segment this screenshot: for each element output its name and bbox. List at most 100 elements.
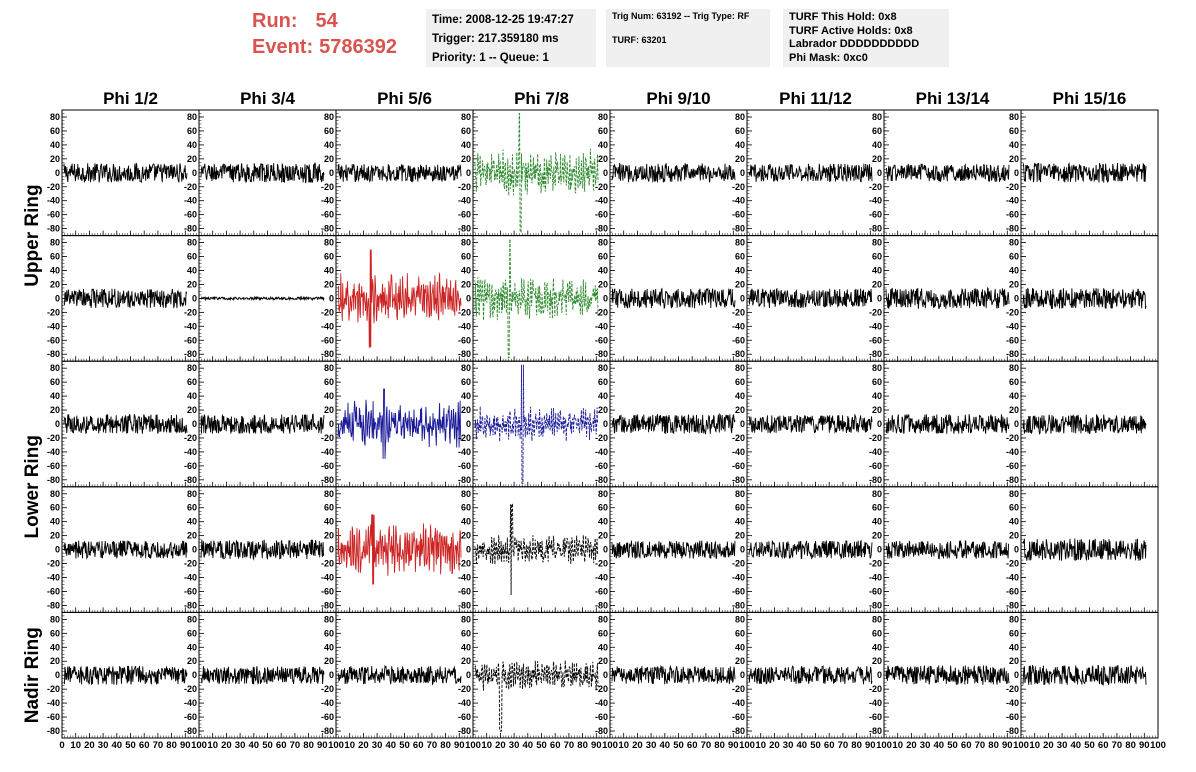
y-tick-label: 80 xyxy=(461,614,471,624)
y-tick-label: 80 xyxy=(461,238,471,248)
y-tick-label: 40 xyxy=(324,517,334,527)
y-tick-label: 0 xyxy=(192,419,197,429)
y-tick-label: -60 xyxy=(321,586,334,596)
x-tick-label: 70 xyxy=(153,740,164,751)
y-tick-label: 20 xyxy=(1009,405,1019,415)
y-tick-label: -80 xyxy=(595,475,608,485)
y-tick-label: -60 xyxy=(458,335,471,345)
y-tick-label: 20 xyxy=(598,279,608,289)
y-tick-label: 0 xyxy=(1014,168,1019,178)
panel-r2-c0: -80 -60 -40 -20 0 20 40 60 80 xyxy=(47,360,200,488)
waveform-trace-r0-c7 xyxy=(1022,162,1147,183)
y-tick-label: 40 xyxy=(735,517,745,527)
y-tick-label: 20 xyxy=(735,154,745,164)
y-tick-label: 20 xyxy=(50,405,60,415)
y-tick-label: 60 xyxy=(735,252,745,262)
y-tick-label: -40 xyxy=(732,196,745,206)
y-tick-label: 20 xyxy=(50,656,60,666)
x-tick-label: 70 xyxy=(701,740,712,751)
y-tick-label: 20 xyxy=(187,405,197,415)
y-tick-label: 0 xyxy=(740,168,745,178)
y-tick-label: -40 xyxy=(595,447,608,457)
trig-info-box: Trig Num: 63192 -- Trig Type: RF TURF: 6… xyxy=(606,9,770,67)
waveform-trace-r1-c5 xyxy=(748,288,873,309)
x-tick-label: 40 xyxy=(249,740,260,751)
y-tick-label: 60 xyxy=(187,126,197,136)
y-tick-label: 40 xyxy=(187,391,197,401)
y-tick-label: 80 xyxy=(598,112,608,122)
x-tick-label: 10 xyxy=(1029,740,1040,751)
y-tick-label: -20 xyxy=(184,307,197,317)
panel-r0-c6: -80 -60 -40 -20 0 20 40 60 80 xyxy=(869,109,1022,237)
x-tick-label: 50 xyxy=(673,740,684,751)
y-tick-label: -20 xyxy=(321,684,334,694)
panel-r3-c2: -80 -60 -40 -20 0 20 40 60 80 xyxy=(321,486,474,613)
x-tick-label: 10 xyxy=(70,740,81,751)
waveform-trace-r2-c6 xyxy=(885,413,1010,434)
y-tick-label: 60 xyxy=(598,252,608,262)
y-tick-label: 60 xyxy=(1009,628,1019,638)
y-tick-label: 0 xyxy=(55,293,60,303)
y-tick-label: -40 xyxy=(732,698,745,708)
y-tick-label: 80 xyxy=(598,489,608,499)
waveform-trace-r4-c4 xyxy=(611,664,736,685)
y-tick-label: -40 xyxy=(321,573,334,583)
panel-r2-c3: -80 -60 -40 -20 0 20 40 60 80 xyxy=(458,360,611,488)
y-tick-label: -40 xyxy=(869,698,882,708)
y-tick-label: -60 xyxy=(1006,712,1019,722)
x-tick-label: 30 xyxy=(235,740,246,751)
waveform-trace-r4-c1 xyxy=(200,666,325,685)
y-tick-label: 0 xyxy=(466,545,471,555)
y-tick-label: 40 xyxy=(324,265,334,275)
y-tick-label: 80 xyxy=(324,238,334,248)
y-tick-label: -80 xyxy=(869,726,882,736)
event-value: 5786392 xyxy=(319,36,397,58)
run-value: 54 xyxy=(315,10,338,32)
y-tick-label: -80 xyxy=(458,600,471,610)
y-tick-label: -20 xyxy=(869,182,882,192)
y-tick-label: -60 xyxy=(1006,335,1019,345)
y-tick-label: -40 xyxy=(47,573,60,583)
y-tick-label: 40 xyxy=(461,517,471,527)
x-tick-label: 50 xyxy=(262,740,273,751)
column-label-1: Phi 1/2 xyxy=(103,89,158,108)
y-tick-label: 0 xyxy=(603,670,608,680)
panel-r2-c1: -80 -60 -40 -20 0 20 40 60 80 xyxy=(184,360,337,488)
y-tick-label: -80 xyxy=(869,475,882,485)
y-tick-label: -60 xyxy=(595,586,608,596)
y-tick-label: 40 xyxy=(324,642,334,652)
y-tick-label: -20 xyxy=(184,433,197,443)
y-tick-label: 80 xyxy=(872,238,882,248)
y-tick-label: 40 xyxy=(1009,140,1019,150)
y-tick-label: 40 xyxy=(50,140,60,150)
y-tick-label: -80 xyxy=(595,349,608,359)
y-tick-label: -80 xyxy=(184,349,197,359)
y-tick-label: -20 xyxy=(732,307,745,317)
x-tick-label: 60 xyxy=(550,740,561,751)
y-tick-label: 80 xyxy=(461,112,471,122)
panel-r4-c7: -80 -60 -40 -20 0 20 40 60 80 xyxy=(1006,611,1159,739)
x-tick-label: 50 xyxy=(125,740,136,751)
y-tick-label: -60 xyxy=(458,712,471,722)
y-tick-label: -80 xyxy=(595,224,608,234)
y-tick-label: -20 xyxy=(595,684,608,694)
y-tick-label: 80 xyxy=(187,363,197,373)
y-tick-label: -20 xyxy=(595,433,608,443)
waveform-trace-r1-c7 xyxy=(1022,287,1147,309)
y-tick-label: 0 xyxy=(192,293,197,303)
y-tick-label: -60 xyxy=(184,335,197,345)
x-tick-label: 80 xyxy=(851,740,862,751)
x-tick-label: 70 xyxy=(838,740,849,751)
x-tick-label: 90 xyxy=(1139,740,1150,751)
waveform-trace-r3-c1 xyxy=(200,538,325,561)
column-label-8: Phi 15/16 xyxy=(1053,89,1127,108)
y-tick-label: 80 xyxy=(50,489,60,499)
y-tick-label: 60 xyxy=(324,628,334,638)
y-tick-label: 80 xyxy=(324,363,334,373)
y-tick-label: 20 xyxy=(872,405,882,415)
y-tick-label: 0 xyxy=(1014,293,1019,303)
y-tick-label: 0 xyxy=(329,545,334,555)
y-tick-label: 0 xyxy=(329,419,334,429)
x-tick-label: 50 xyxy=(810,740,821,751)
y-tick-label: 20 xyxy=(872,656,882,666)
